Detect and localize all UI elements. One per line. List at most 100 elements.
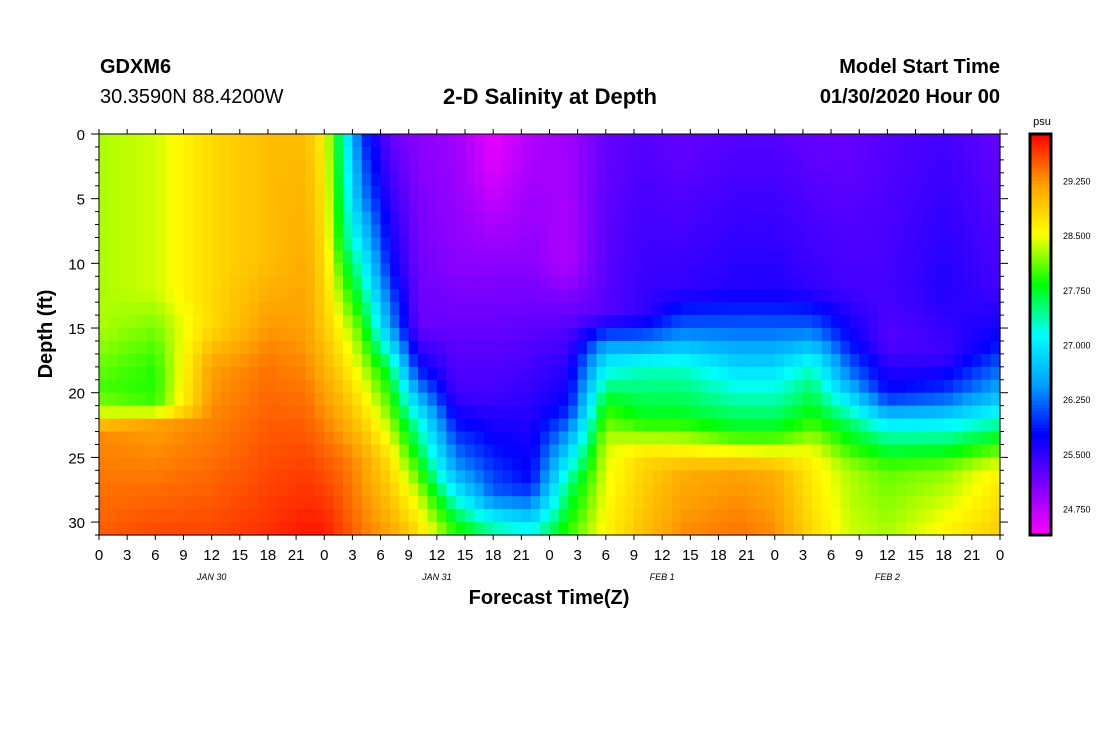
- heatmap-cell: [784, 185, 795, 200]
- heatmap-cell: [192, 340, 203, 355]
- heatmap-cell: [267, 483, 278, 497]
- heatmap-cell: [446, 457, 457, 471]
- heatmap-cell: [493, 315, 504, 329]
- heatmap-cell: [840, 418, 851, 433]
- colorbar-segment: [1030, 418, 1051, 422]
- x-tick-label: 21: [513, 547, 530, 564]
- heatmap-cell: [887, 392, 898, 407]
- heatmap-cell: [493, 392, 504, 407]
- heatmap-cell: [333, 198, 344, 213]
- heatmap-cell: [371, 302, 382, 316]
- heatmap-cell: [624, 470, 635, 484]
- heatmap-cell: [211, 392, 222, 407]
- heatmap-cell: [521, 250, 532, 264]
- heatmap-cell: [577, 250, 588, 264]
- heatmap-cell: [549, 211, 560, 226]
- heatmap-cell: [511, 392, 522, 407]
- heatmap-cell: [765, 392, 776, 407]
- heatmap-cell: [877, 496, 888, 510]
- heatmap-cell: [352, 237, 363, 252]
- heatmap-cell: [361, 418, 372, 433]
- heatmap-cell: [145, 250, 156, 264]
- heatmap-cell: [793, 172, 804, 187]
- heatmap-cell: [652, 159, 663, 174]
- heatmap-cell: [953, 431, 964, 446]
- heatmap-cell: [427, 159, 438, 174]
- heatmap-cell: [127, 198, 138, 213]
- heatmap-cell: [671, 211, 682, 226]
- heatmap-cell: [108, 405, 119, 420]
- heatmap-cell: [549, 457, 560, 471]
- heatmap-cell: [934, 211, 945, 226]
- heatmap-cell: [906, 496, 917, 510]
- heatmap-cell: [286, 276, 297, 290]
- heatmap-cell: [408, 185, 419, 200]
- heatmap-cell: [981, 483, 992, 497]
- heatmap-cell: [483, 172, 494, 187]
- heatmap-cell: [877, 328, 888, 342]
- heatmap-cell: [859, 211, 870, 226]
- heatmap-cell: [868, 211, 879, 226]
- heatmap-cell: [380, 328, 391, 342]
- heatmap-cell: [624, 379, 635, 394]
- heatmap-cell: [558, 224, 569, 239]
- heatmap-cell: [990, 250, 1001, 264]
- heatmap-cell: [511, 302, 522, 316]
- heatmap-cell: [971, 353, 982, 368]
- heatmap-cell: [436, 496, 447, 510]
- heatmap-cell: [540, 392, 551, 407]
- colorbar-segment: [1030, 160, 1051, 165]
- heatmap-cell: [690, 328, 701, 342]
- heatmap-cell: [380, 444, 391, 458]
- heatmap-cell: [427, 198, 438, 213]
- colorbar-segment: [1030, 304, 1051, 309]
- heatmap-cell: [249, 159, 260, 174]
- heatmap-cell: [202, 392, 213, 407]
- heatmap-cell: [286, 237, 297, 252]
- heatmap-cell: [343, 172, 354, 187]
- x-tick-label: 0: [771, 547, 779, 564]
- heatmap-cell: [502, 496, 513, 510]
- heatmap-cell: [699, 366, 710, 381]
- heatmap-cell: [802, 509, 813, 523]
- heatmap-cell: [934, 146, 945, 161]
- heatmap-cell: [746, 315, 757, 329]
- heatmap-cell: [680, 237, 691, 252]
- heatmap-cell: [174, 340, 185, 355]
- heatmap-cell: [145, 509, 156, 523]
- heatmap-cell: [549, 496, 560, 510]
- heatmap-cell: [849, 224, 860, 239]
- heatmap-cell: [755, 328, 766, 342]
- heatmap-cell: [718, 185, 729, 200]
- heatmap-cell: [136, 431, 147, 446]
- heatmap-cell: [502, 211, 513, 226]
- heatmap-cell: [502, 444, 513, 458]
- colorbar-segment: [1030, 240, 1051, 245]
- heatmap-cell: [671, 379, 682, 394]
- heatmap-cell: [540, 146, 551, 161]
- heatmap-cell: [530, 198, 541, 213]
- heatmap-cell: [821, 418, 832, 433]
- heatmap-cell: [446, 405, 457, 420]
- heatmap-cell: [540, 457, 551, 471]
- heatmap-cell: [277, 263, 288, 277]
- heatmap-cell: [887, 496, 898, 510]
- heatmap-cell: [971, 431, 982, 446]
- heatmap-cell: [211, 496, 222, 510]
- heatmap-cell: [314, 276, 325, 290]
- heatmap-cell: [643, 392, 654, 407]
- heatmap-cell: [709, 470, 720, 484]
- heatmap-cell: [840, 276, 851, 290]
- heatmap-cell: [380, 522, 391, 536]
- heatmap-cell: [530, 509, 541, 523]
- heatmap-cell: [793, 509, 804, 523]
- heatmap-cell: [962, 211, 973, 226]
- heatmap-cell: [849, 457, 860, 471]
- heatmap-cell: [680, 366, 691, 381]
- heatmap-cell: [549, 470, 560, 484]
- heatmap-cell: [671, 522, 682, 536]
- heatmap-cell: [840, 237, 851, 252]
- heatmap-cell: [136, 418, 147, 433]
- heatmap-cell: [483, 470, 494, 484]
- heatmap-cell: [418, 483, 429, 497]
